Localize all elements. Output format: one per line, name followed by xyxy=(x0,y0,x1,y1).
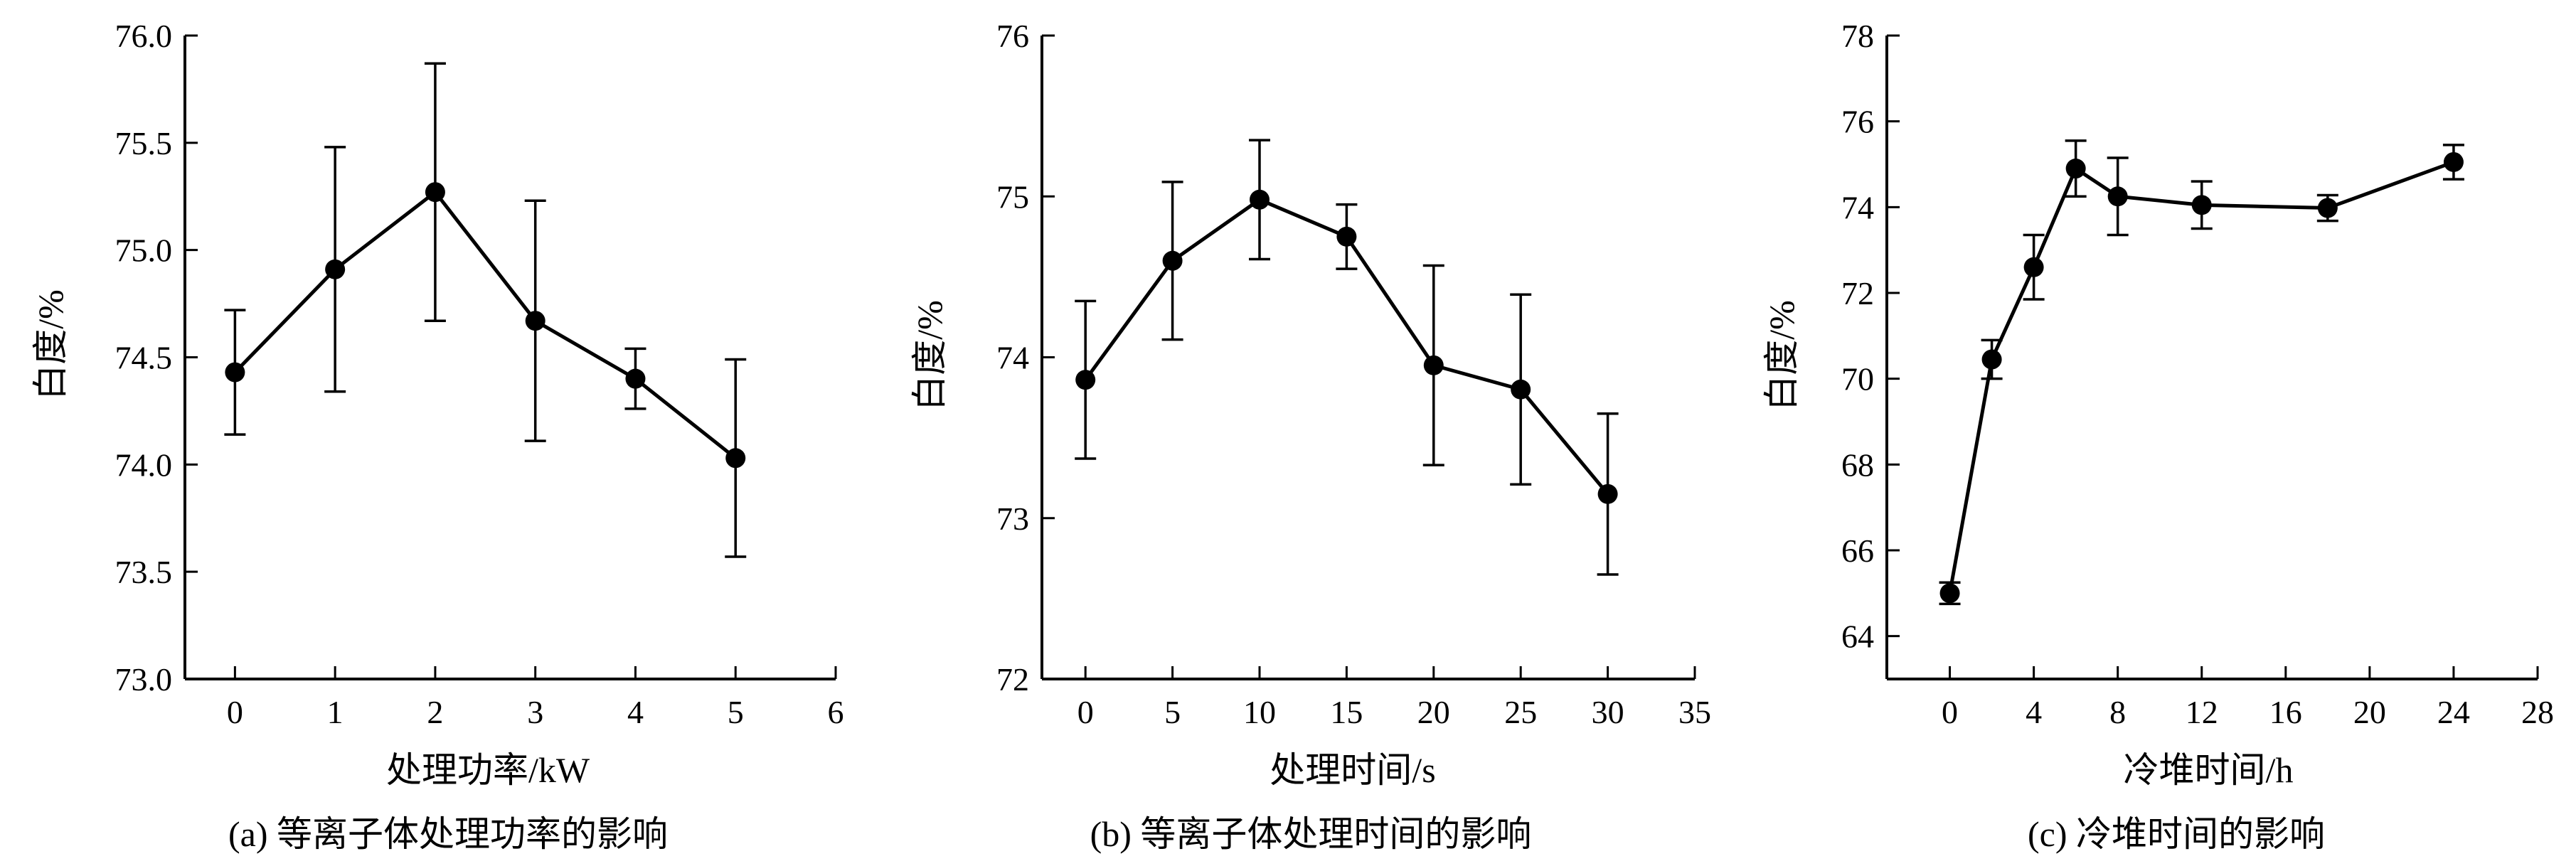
panel-b-caption: (b) 等离子体处理时间的影响 xyxy=(1090,814,1532,854)
panel-a-x-tick-label: 3 xyxy=(527,694,543,730)
panel-b-time: 白度/% 处理时间/s (b) 等离子体处理时间的影响 72 73 74 75 76 0 5… xyxy=(910,18,1711,854)
panel-c-data-point xyxy=(2443,151,2464,172)
panel-a-x-tick-label: 0 xyxy=(227,694,243,730)
panel-b-y-tick-label: 75 xyxy=(996,178,1029,215)
panel-c-y-tick-label: 70 xyxy=(1841,361,1874,397)
panel-a-xlabel: 处理功率/kW xyxy=(386,750,590,790)
panel-b-y-tick-label: 73 xyxy=(996,501,1029,537)
panel-a-data-point xyxy=(425,182,445,203)
panel-a-y-tick-label: 75.5 xyxy=(115,125,173,161)
panel-c-x-tick-label: 0 xyxy=(1942,694,1958,730)
panel-c-data-point xyxy=(2107,186,2128,207)
panel-b-y-tick-label: 76 xyxy=(996,18,1029,54)
panel-c-data-point xyxy=(2317,198,2338,218)
panel-a-data-point xyxy=(325,259,346,279)
panel-b-y-tick-label: 74 xyxy=(996,340,1029,376)
panel-b-x-tick-label: 5 xyxy=(1164,694,1181,730)
panel-c-cold-pad: 白度/% 冷堆时间/h (c) 冷堆时间的影响 64 66 68 70 72 74 76 78… xyxy=(1762,18,2554,854)
panel-a-x-tick-label: 6 xyxy=(828,694,844,730)
panel-a-y-tick-label: 75.0 xyxy=(115,232,173,269)
panel-c-x-tick-label: 8 xyxy=(2109,694,2126,730)
panel-b-data-point xyxy=(1250,189,1270,210)
panel-c-y-tick-label: 74 xyxy=(1841,189,1874,225)
panel-b-x-tick-label: 35 xyxy=(1678,694,1711,730)
panel-a-series-line xyxy=(233,189,737,460)
panel-b-y-tick-label: 72 xyxy=(996,661,1029,697)
panel-a-data-point xyxy=(625,368,646,389)
panel-c-x-tick-label: 24 xyxy=(2437,694,2470,730)
panel-c-y-tick-label: 64 xyxy=(1841,619,1874,655)
panel-c-data-point xyxy=(2191,195,2212,215)
panel-c-y-tick-label: 68 xyxy=(1841,447,1874,483)
panel-b-data-point xyxy=(1597,483,1618,504)
panel-a-data-point xyxy=(725,448,746,469)
panel-a-data-point xyxy=(225,362,245,383)
panel-b-x-tick-label: 25 xyxy=(1504,694,1537,730)
panel-b-xlabel: 处理时间/s xyxy=(1270,750,1435,790)
panel-a-data-point xyxy=(525,311,545,331)
panel-a-y-tick-label: 76.0 xyxy=(115,18,173,54)
panel-c-caption: (c) 冷堆时间的影响 xyxy=(2028,814,2325,854)
panel-b-x-tick-label: 20 xyxy=(1417,694,1450,730)
panel-a-y-tick-label: 74.0 xyxy=(115,447,173,483)
panel-c-series-line xyxy=(1948,160,2454,594)
panel-a-y-tick-label: 73.5 xyxy=(115,554,173,590)
panel-a-caption: (a) 等离子体处理功率的影响 xyxy=(228,814,668,854)
panel-c-xlabel: 冷堆时间/h xyxy=(2124,750,2294,790)
panel-b-data-point xyxy=(1162,250,1183,271)
panel-b-data-point xyxy=(1511,379,1531,400)
panel-c-x-tick-label: 16 xyxy=(2269,694,2302,730)
panel-c-y-tick-label: 78 xyxy=(1841,18,1874,54)
panel-a-x-tick-label: 1 xyxy=(327,694,344,730)
panel-b-x-tick-label: 0 xyxy=(1077,694,1094,730)
panel-b-data-point xyxy=(1336,226,1357,247)
panel-c-y-tick-label: 72 xyxy=(1841,275,1874,311)
panel-b-data-point xyxy=(1075,370,1096,390)
panel-a-x-tick-label: 5 xyxy=(728,694,744,730)
panel-b-data-point xyxy=(1423,355,1444,375)
panel-a-y-tick-label: 74.5 xyxy=(115,340,173,376)
panel-c-data-point xyxy=(2023,257,2044,277)
panel-b-x-tick-label: 30 xyxy=(1592,694,1624,730)
panel-a-x-tick-label: 4 xyxy=(627,694,644,730)
panel-b-x-tick-label: 15 xyxy=(1330,694,1363,730)
panel-c-x-tick-label: 4 xyxy=(2026,694,2042,730)
panel-c-x-tick-label: 20 xyxy=(2353,694,2386,730)
panel-a-ylabel: 白度/% xyxy=(31,289,70,400)
panel-c-x-tick-label: 12 xyxy=(2186,694,2218,730)
panel-a-y-tick-label: 73.0 xyxy=(115,661,173,697)
panel-c-data-point xyxy=(1981,349,2002,370)
panel-c-y-tick-label: 76 xyxy=(1841,104,1874,140)
panel-b-ylabel: 白度/% xyxy=(910,300,949,411)
panel-a-x-tick-label: 2 xyxy=(427,694,443,730)
panel-c-data-point xyxy=(2065,159,2086,179)
panel-b-x-tick-label: 10 xyxy=(1243,694,1276,730)
panel-c-x-tick-label: 28 xyxy=(2521,694,2554,730)
panel-c-y-tick-label: 66 xyxy=(1841,533,1874,569)
panel-c-ylabel: 白度/% xyxy=(1762,300,1801,411)
panel-a-power: 白度/% 处理功率/kW (a) 等离子体处理功率的影响 73.0 73.5 74.… xyxy=(31,18,844,854)
panel-c-data-point xyxy=(1939,583,1960,604)
